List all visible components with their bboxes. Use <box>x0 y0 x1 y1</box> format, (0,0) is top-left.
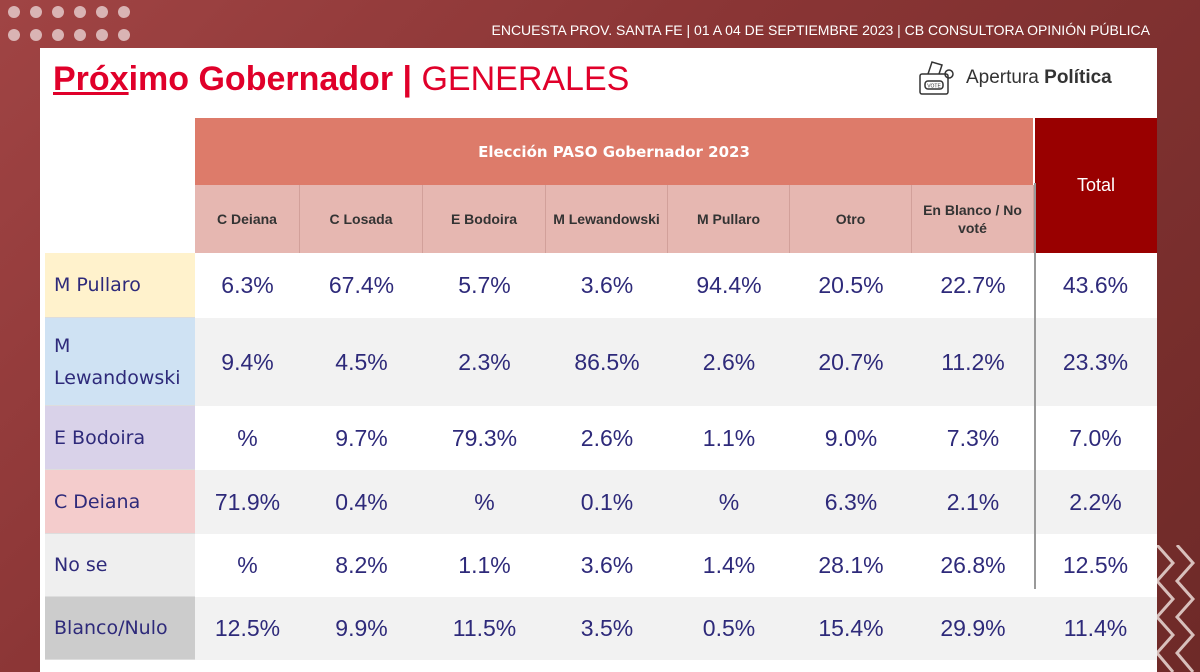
zigzag-decoration <box>1155 545 1196 672</box>
table-cell: 28.1% <box>790 534 912 597</box>
table-cell: % <box>668 470 790 534</box>
total-cell: 7.0% <box>1034 406 1157 470</box>
table-cell: 9.7% <box>300 406 423 470</box>
total-cell: 12.5% <box>1034 534 1157 597</box>
table-cell: 0.1% <box>546 470 668 534</box>
table-cell: % <box>195 534 300 597</box>
column-header: Otro <box>790 185 912 253</box>
column-header: M Lewandowski <box>546 185 668 253</box>
table-cell: 12.5% <box>195 597 300 660</box>
table-cell: 2.6% <box>546 406 668 470</box>
total-header: Total <box>1035 118 1157 253</box>
row-label: Blanco/Nulo <box>45 597 195 660</box>
table-cell: 6.3% <box>195 253 300 318</box>
total-divider <box>1034 183 1036 589</box>
table-cell: % <box>423 470 546 534</box>
table-cell: 26.8% <box>912 534 1034 597</box>
column-header: C Deiana <box>195 185 300 253</box>
table-cell: 79.3% <box>423 406 546 470</box>
logo-text-bold: Política <box>1044 67 1112 88</box>
table-cell: 4.5% <box>300 318 423 406</box>
table-cell: 29.9% <box>912 597 1034 660</box>
table-cell: 3.5% <box>546 597 668 660</box>
table-cell: 20.7% <box>790 318 912 406</box>
page-title: Próximo Gobernador | GENERALES <box>53 60 630 98</box>
row-label: M Pullaro <box>45 253 195 318</box>
table-cell: 2.3% <box>423 318 546 406</box>
table-cell: 71.9% <box>195 470 300 534</box>
logo-text: Apertura <box>966 67 1045 88</box>
table-cell: 94.4% <box>668 253 790 318</box>
table-cell: 8.2% <box>300 534 423 597</box>
table-cell: 5.7% <box>423 253 546 318</box>
table-cell: 3.6% <box>546 253 668 318</box>
table-cell: 6.3% <box>790 470 912 534</box>
table-cell: 9.4% <box>195 318 300 406</box>
survey-info: ENCUESTA PROV. SANTA FE | 01 A 04 DE SEP… <box>491 22 1151 38</box>
table-cell: 67.4% <box>300 253 423 318</box>
table-cell: 3.6% <box>546 534 668 597</box>
column-header: En Blanco / No voté <box>912 185 1034 253</box>
decorative-dots <box>8 6 130 41</box>
table-cell: 2.1% <box>912 470 1034 534</box>
ballot-box-icon: VOTE <box>919 61 954 95</box>
total-cell: 43.6% <box>1034 253 1157 318</box>
svg-text:VOTE: VOTE <box>927 84 941 90</box>
row-label: No se <box>45 534 195 597</box>
table-cell: 1.4% <box>668 534 790 597</box>
content-panel: Próximo Gobernador | GENERALES VOTE Aper… <box>40 48 1157 672</box>
row-label: C Deiana <box>45 470 195 534</box>
group-header: Elección PASO Gobernador 2023 <box>195 118 1033 185</box>
table-cell: 1.1% <box>668 406 790 470</box>
table-cell: 0.5% <box>668 597 790 660</box>
column-header: E Bodoira <box>423 185 546 253</box>
row-label: M Lewandowski <box>45 318 195 406</box>
table-cell: 7.3% <box>912 406 1034 470</box>
table-cell: 15.4% <box>790 597 912 660</box>
row-label: E Bodoira <box>45 406 195 470</box>
column-header: C Losada <box>300 185 423 253</box>
table-cell: 86.5% <box>546 318 668 406</box>
table-cell: 0.4% <box>300 470 423 534</box>
table-cell: 22.7% <box>912 253 1034 318</box>
apertura-politica-logo: VOTE Apertura Política <box>916 58 1112 98</box>
table-cell: 1.1% <box>423 534 546 597</box>
table-cell: % <box>195 406 300 470</box>
table-cell: 2.6% <box>668 318 790 406</box>
total-cell: 2.2% <box>1034 470 1157 534</box>
table-cell: 9.9% <box>300 597 423 660</box>
column-header: M Pullaro <box>668 185 790 253</box>
table-cell: 11.2% <box>912 318 1034 406</box>
table-cell: 11.5% <box>423 597 546 660</box>
total-cell: 11.4% <box>1034 597 1157 660</box>
total-cell: 23.3% <box>1034 318 1157 406</box>
table-cell: 9.0% <box>790 406 912 470</box>
table-cell: 20.5% <box>790 253 912 318</box>
